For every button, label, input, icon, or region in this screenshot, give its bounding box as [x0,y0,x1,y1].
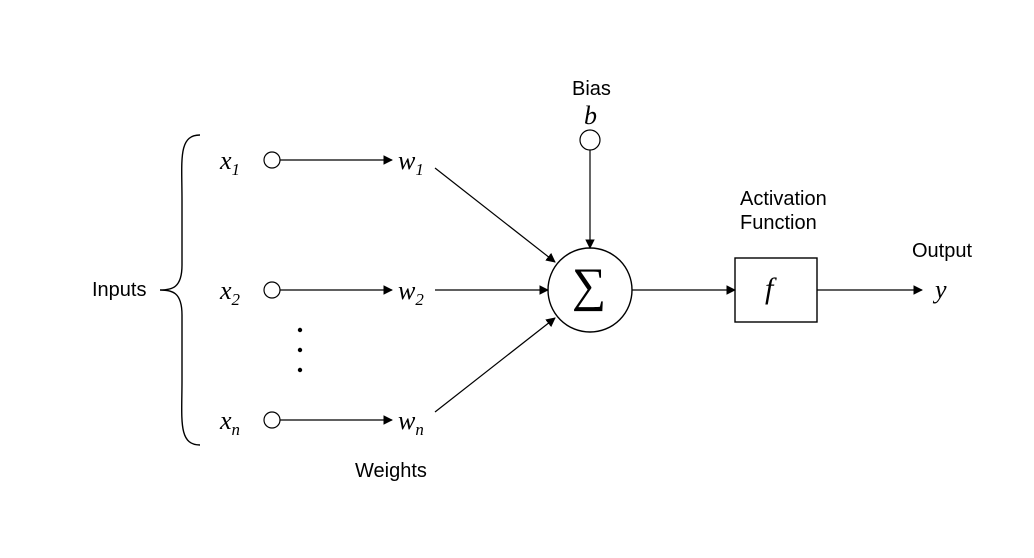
edge-w1-sum [435,168,555,262]
w-sub-1: 1 [415,160,423,179]
output-label: Output [912,240,972,263]
ellipsis-dot [298,348,302,352]
x1-node [264,152,280,168]
w2-label: w2 [398,276,424,306]
activation-label-1: Activation [740,188,827,211]
x2-label: x2 [220,276,240,306]
edge-wn-sum [435,318,555,412]
w-base: w [398,276,415,305]
ellipsis-dot [298,368,302,372]
w-base: w [398,146,415,175]
x-sub-1: 1 [232,160,240,179]
x-base: x [220,406,232,435]
inputs-brace [160,135,200,445]
xn-node [264,412,280,428]
bias-symbol: b [584,101,597,131]
xn-label: xn [220,406,240,436]
activation-label-2: Function [740,212,817,235]
diagram-svg [0,0,1034,558]
bias-label: Bias [572,78,611,101]
w1-label: w1 [398,146,424,176]
weights-label: Weights [355,460,427,483]
x-sub-2: 2 [232,290,240,309]
f-box [735,258,817,322]
x1-label: x1 [220,146,240,176]
x-sub-n: n [232,420,240,439]
w-base: w [398,406,415,435]
w-sub-n: n [415,420,423,439]
w-sub-2: 2 [415,290,423,309]
x2-node [264,282,280,298]
output-symbol: y [935,275,947,305]
ellipsis-dot [298,328,302,332]
diagram-canvas: Inputs Weights Bias b Activation Functio… [0,0,1034,558]
x-base: x [220,276,232,305]
wn-label: wn [398,406,424,436]
sigma-symbol: ∑ [572,258,606,313]
inputs-label: Inputs [92,279,146,302]
bias-node [580,130,600,150]
x-base: x [220,146,232,175]
f-symbol: f [765,272,773,306]
